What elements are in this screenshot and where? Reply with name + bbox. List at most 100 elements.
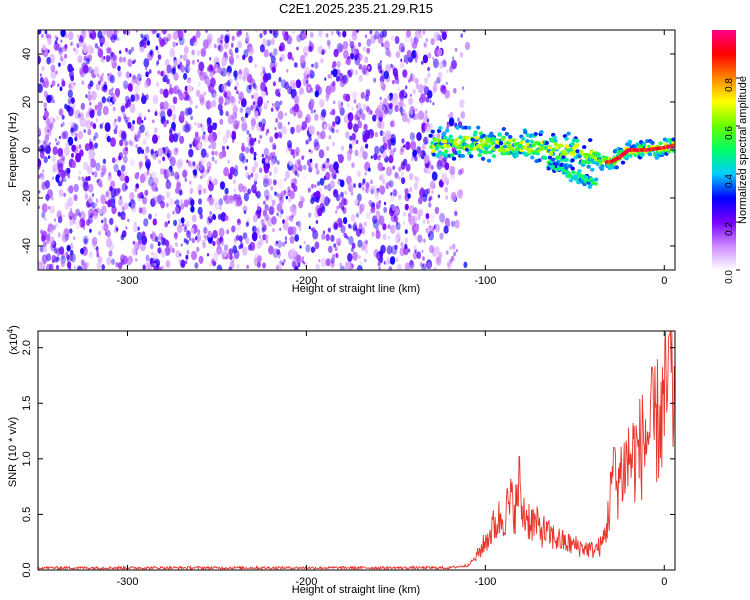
noise-speckle	[332, 121, 336, 127]
noise-speckle	[180, 203, 185, 210]
noise-speckle	[426, 219, 430, 225]
noise-speckle	[224, 33, 229, 41]
noise-speckle	[73, 47, 76, 52]
noise-speckle	[309, 158, 313, 163]
noise-speckle	[137, 128, 142, 135]
noise-speckle	[145, 77, 152, 87]
noise-speckle	[364, 172, 367, 176]
noise-speckle	[313, 141, 320, 151]
noise-speckle	[192, 59, 195, 65]
noise-speckle	[364, 58, 368, 63]
noise-speckle	[444, 186, 449, 193]
noise-speckle	[351, 162, 355, 168]
noise-speckle	[252, 214, 258, 223]
noise-speckle	[331, 64, 335, 70]
noise-speckle	[286, 69, 289, 73]
noise-speckle	[66, 244, 71, 252]
noise-speckle	[459, 51, 464, 58]
noise-speckle	[370, 179, 373, 185]
secondary-band	[551, 157, 556, 162]
noise-speckle	[134, 187, 138, 193]
noise-speckle	[125, 71, 131, 79]
noise-speckle	[352, 251, 358, 261]
noise-speckle	[406, 248, 410, 254]
noise-speckle	[417, 215, 421, 220]
noise-speckle	[393, 190, 397, 196]
noise-speckle	[97, 109, 102, 117]
noise-speckle	[127, 83, 133, 92]
noise-speckle	[93, 66, 100, 76]
noise-speckle	[388, 102, 393, 110]
noise-speckle	[167, 242, 171, 248]
noise-speckle	[111, 258, 115, 265]
noise-speckle	[404, 188, 409, 194]
noise-speckle	[437, 194, 441, 199]
noise-speckle	[279, 100, 283, 105]
noise-speckle	[355, 30, 360, 33]
noise-speckle	[94, 43, 99, 49]
noise-speckle	[316, 131, 320, 136]
signal-band	[570, 141, 575, 146]
noise-speckle	[238, 69, 243, 75]
noise-speckle	[245, 106, 251, 116]
noise-speckle	[62, 214, 65, 219]
noise-speckle	[89, 149, 95, 159]
noise-speckle	[208, 83, 215, 94]
noise-speckle	[282, 241, 286, 247]
noise-speckle	[79, 67, 84, 75]
noise-speckle	[326, 146, 329, 151]
noise-speckle	[88, 141, 93, 148]
noise-speckle	[285, 170, 290, 179]
noise-speckle	[166, 191, 171, 199]
noise-speckle	[400, 112, 403, 116]
secondary-band	[559, 163, 564, 167]
noise-speckle	[301, 256, 305, 260]
noise-speckle	[178, 258, 182, 264]
noise-speckle	[235, 234, 240, 241]
signal-band	[647, 152, 653, 157]
noise-speckle	[273, 166, 279, 174]
noise-speckle	[450, 255, 455, 262]
noise-speckle	[327, 41, 331, 46]
noise-speckle	[377, 62, 382, 70]
noise-speckle	[315, 196, 320, 204]
noise-speckle	[246, 264, 249, 269]
noise-speckle	[103, 217, 107, 224]
noise-speckle	[438, 60, 444, 69]
noise-speckle	[355, 110, 362, 120]
noise-speckle	[433, 184, 436, 189]
noise-speckle	[201, 239, 206, 246]
noise-speckle	[172, 211, 175, 215]
noise-speckle	[356, 102, 362, 112]
noise-speckle	[39, 73, 43, 77]
noise-speckle	[392, 206, 396, 212]
noise-speckle	[226, 145, 229, 150]
noise-speckle	[351, 133, 357, 141]
noise-speckle	[158, 232, 164, 242]
noise-speckle	[404, 229, 408, 235]
noise-speckle	[132, 240, 135, 245]
noise-speckle	[416, 251, 422, 259]
noise-speckle	[303, 240, 306, 245]
noise-speckle	[154, 177, 159, 185]
noise-speckle	[418, 149, 423, 158]
noise-speckle	[129, 103, 136, 114]
signal-band	[430, 129, 435, 134]
noise-speckle	[321, 233, 326, 240]
noise-speckle	[101, 96, 107, 104]
noise-speckle	[78, 41, 83, 48]
noise-speckle	[432, 87, 437, 94]
noise-speckle	[408, 215, 415, 225]
noise-speckle	[343, 198, 348, 206]
noise-speckle	[253, 101, 259, 110]
signal-band	[451, 156, 457, 161]
noise-speckle	[134, 137, 138, 142]
signal-band	[454, 137, 459, 142]
noise-speckle	[198, 255, 204, 264]
noise-speckle	[440, 38, 443, 42]
noise-speckle	[115, 125, 118, 129]
noise-speckle	[219, 181, 226, 190]
noise-speckle	[152, 134, 158, 144]
y-tick-label: 40	[21, 48, 33, 60]
noise-speckle	[315, 220, 319, 224]
